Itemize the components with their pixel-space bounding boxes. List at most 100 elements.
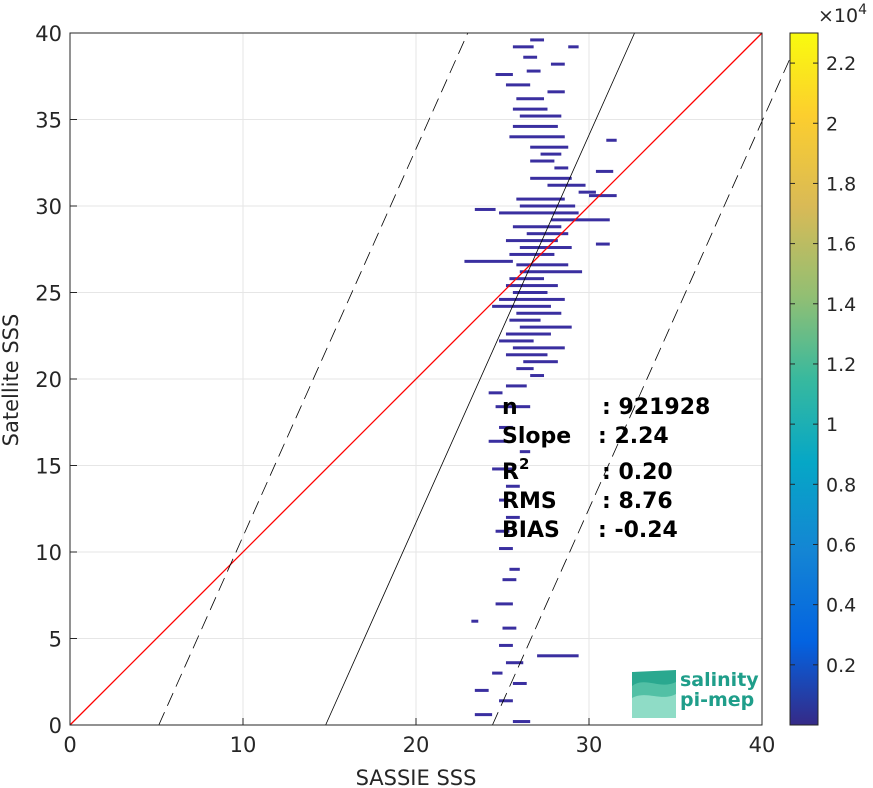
density-cell <box>505 484 520 488</box>
density-cell <box>499 297 565 301</box>
density-cell <box>509 567 520 571</box>
1-1-line <box>69 32 763 726</box>
density-cell <box>505 353 548 357</box>
density-cell <box>499 425 513 429</box>
y-tick-label: 0 <box>49 714 62 738</box>
density-cell <box>519 450 531 454</box>
stats-key: Slope <box>502 424 571 449</box>
regression-line <box>325 32 635 726</box>
density-cell <box>512 45 534 49</box>
y-axis-label: Satellite SSS <box>0 314 23 447</box>
colorbar-tick-label: 1.8 <box>826 173 856 195</box>
density-cell <box>530 38 545 42</box>
density-cell <box>495 405 531 409</box>
y-tick-label: 25 <box>35 282 62 306</box>
colorbar-tick-label: 1.2 <box>826 354 856 376</box>
colorbar <box>789 32 819 726</box>
density-cell <box>505 83 531 87</box>
stats-key: R2 <box>502 455 529 485</box>
x-axis-label: SASSIE SSS <box>356 766 477 788</box>
logo-line1: salinity <box>680 669 759 691</box>
colorbar-tick-label: 0.2 <box>826 655 856 677</box>
density-cell <box>547 90 565 94</box>
density-cell <box>492 671 503 675</box>
stats-value: : 2.24 <box>598 424 669 449</box>
logo-line2: pi-mep <box>680 689 754 711</box>
density-cell <box>474 713 493 717</box>
colorbar-multiplier-exp: 4 <box>858 2 867 18</box>
density-cell <box>509 252 555 256</box>
x-tick-label: 0 <box>63 733 76 757</box>
colorbar-tick-label: 0.6 <box>826 534 856 556</box>
density-cell <box>523 360 558 364</box>
density-cell <box>568 45 579 49</box>
x-tick-label: 30 <box>576 733 603 757</box>
stats-box: n: 921928 Slope: 2.24 R2: 0.20 RMS: 8.76 BIA… <box>502 395 710 543</box>
density-cell <box>495 529 510 533</box>
x-axis-ticks: 0 10 20 30 40 <box>63 718 775 757</box>
y-tick-label: 40 <box>35 22 62 46</box>
density-cell <box>523 55 538 59</box>
y-axis-ticks: 0 5 10 15 20 25 30 35 40 <box>35 22 77 738</box>
density-cell <box>492 304 551 308</box>
density-cell <box>512 107 548 111</box>
density-cell <box>519 246 572 250</box>
density-cell <box>474 688 489 692</box>
y-tick-label: 20 <box>35 368 62 392</box>
density-cell <box>578 190 596 194</box>
colorbar-tick-label: 1 <box>826 414 838 436</box>
stats-key-text: RMS <box>502 489 557 514</box>
colorbar-multiplier-base: ×10 <box>818 5 858 27</box>
colorbar-tick-label: 2 <box>826 113 838 135</box>
density-cell <box>550 218 610 222</box>
density-cell <box>495 602 513 606</box>
density-cell <box>516 311 562 315</box>
upper-bound-line <box>158 32 469 726</box>
stats-value: : 921928 <box>602 395 710 420</box>
density-cell <box>595 242 610 246</box>
y-tick-label: 5 <box>49 628 62 652</box>
density-cell <box>606 138 617 142</box>
density-cell <box>516 97 545 101</box>
density-cell <box>505 284 558 288</box>
density-cell <box>537 654 579 658</box>
stats-value: : 8.76 <box>602 489 673 514</box>
density-cell <box>499 547 513 551</box>
stats-key: RMS <box>502 489 557 514</box>
colorbar-tick-label: 2.2 <box>826 53 856 75</box>
density-cell <box>505 384 527 388</box>
density-cell <box>499 643 513 647</box>
density-cell <box>495 73 513 77</box>
density-cell <box>492 467 513 471</box>
stats-value: : 0.20 <box>602 460 673 485</box>
colorbar-tick-label: 0.4 <box>826 595 856 617</box>
density-cell <box>512 720 531 724</box>
lower-bound-line <box>492 32 802 726</box>
stats-key-text: Slope <box>502 424 571 449</box>
x-tick-label: 10 <box>230 733 257 757</box>
density-cell <box>499 498 510 502</box>
density-cell <box>550 62 565 66</box>
density-cell <box>540 152 562 156</box>
logo-icon <box>632 670 676 718</box>
density-cell <box>595 169 614 173</box>
colorbar-tick-label: 1.4 <box>826 294 856 316</box>
density-cell <box>554 166 569 170</box>
density-cell <box>530 176 572 180</box>
density-cell <box>471 619 479 623</box>
reference-lines <box>69 32 802 726</box>
density-cell <box>512 291 548 294</box>
y-tick-label: 15 <box>35 455 62 479</box>
density-cell <box>509 318 541 322</box>
density-cell <box>505 661 524 665</box>
density-cell <box>589 194 617 198</box>
density-cell <box>526 69 541 73</box>
density-cell <box>474 207 496 211</box>
density-cell <box>499 211 579 215</box>
density-cell <box>502 578 517 582</box>
colorbar-multiplier: ×104 <box>818 2 867 27</box>
density-cell <box>502 626 517 630</box>
colorbar-ticks: 0.2 0.4 0.6 0.8 1 1.2 1.4 1.6 1.8 2 2.2 <box>790 53 856 677</box>
density-cell <box>512 124 558 128</box>
